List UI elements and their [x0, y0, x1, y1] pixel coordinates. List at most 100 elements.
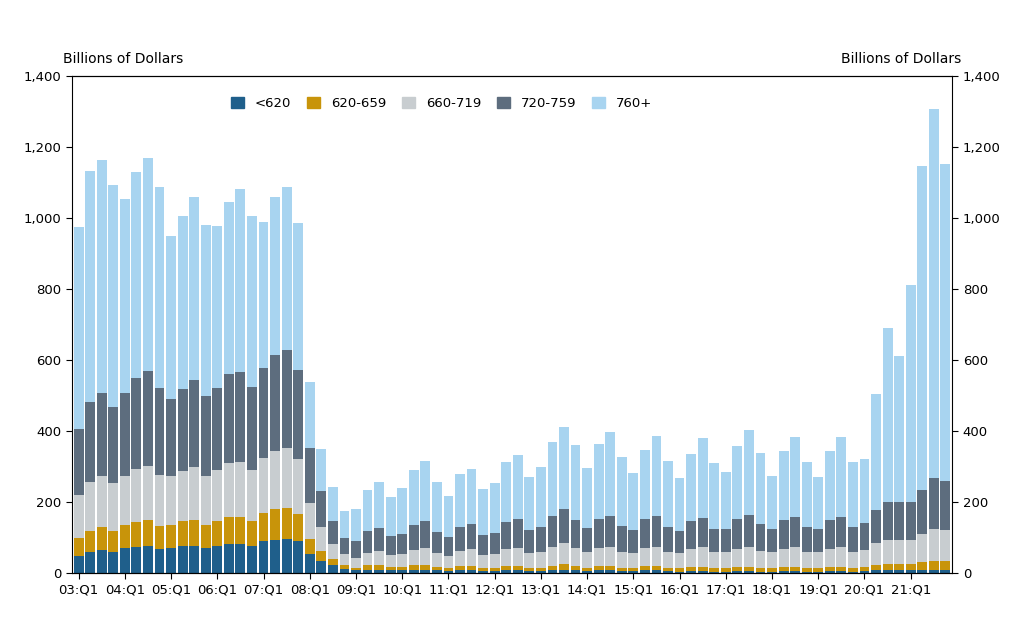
Bar — [166, 236, 176, 399]
Bar — [675, 553, 684, 568]
Bar — [351, 568, 360, 570]
Bar — [906, 502, 915, 540]
Bar — [918, 534, 927, 562]
Bar — [859, 550, 869, 567]
Bar — [686, 571, 696, 573]
Bar — [247, 387, 257, 470]
Bar — [583, 528, 592, 552]
Bar — [710, 529, 719, 553]
Bar — [109, 483, 118, 530]
Bar — [756, 568, 765, 571]
Text: Billions of Dollars: Billions of Dollars — [841, 52, 962, 66]
Bar — [74, 495, 84, 538]
Bar — [455, 566, 465, 570]
Bar — [513, 570, 522, 573]
Bar — [651, 566, 662, 570]
Bar — [918, 490, 927, 534]
Bar — [524, 530, 535, 553]
Bar — [189, 520, 199, 546]
Bar — [432, 483, 441, 532]
Bar — [74, 538, 84, 556]
Bar — [120, 199, 130, 392]
Bar — [259, 459, 268, 513]
Bar — [732, 567, 742, 571]
Bar — [813, 571, 823, 573]
Bar — [259, 368, 268, 459]
Bar — [374, 570, 384, 573]
Bar — [443, 556, 454, 568]
Bar — [236, 190, 246, 372]
Bar — [536, 527, 546, 552]
Bar — [697, 518, 708, 547]
Bar — [940, 481, 950, 530]
Bar — [744, 571, 754, 573]
Bar — [270, 539, 280, 573]
Bar — [236, 517, 246, 544]
Bar — [351, 570, 360, 573]
Bar — [155, 187, 165, 388]
Bar — [559, 542, 569, 564]
Bar — [791, 437, 800, 517]
Bar — [744, 547, 754, 566]
Bar — [616, 552, 627, 568]
Bar — [259, 513, 268, 541]
Bar — [489, 483, 500, 533]
Bar — [97, 160, 106, 392]
Bar — [131, 547, 141, 573]
Bar — [605, 516, 615, 547]
Bar — [594, 570, 603, 573]
Bar — [443, 568, 454, 571]
Bar — [605, 547, 615, 566]
Bar — [328, 544, 338, 559]
Text: Billions of Dollars: Billions of Dollars — [62, 52, 183, 66]
Bar — [397, 488, 408, 534]
Bar — [871, 564, 881, 570]
Bar — [940, 561, 950, 570]
Bar — [559, 570, 569, 573]
Bar — [97, 527, 106, 550]
Bar — [316, 527, 327, 551]
Bar — [791, 571, 800, 573]
Bar — [871, 544, 881, 564]
Bar — [802, 462, 812, 527]
Bar — [236, 544, 246, 573]
Bar — [894, 540, 904, 564]
Bar — [397, 534, 408, 554]
Bar — [189, 197, 199, 381]
Bar — [305, 448, 314, 503]
Bar — [848, 553, 858, 568]
Bar — [397, 570, 408, 573]
Bar — [74, 556, 84, 573]
Bar — [756, 571, 765, 573]
Bar — [721, 571, 731, 573]
Bar — [143, 371, 153, 466]
Bar — [848, 571, 858, 573]
Bar — [328, 566, 338, 573]
Bar — [409, 470, 419, 525]
Bar — [825, 571, 835, 573]
Bar — [455, 527, 465, 551]
Bar — [813, 553, 823, 568]
Bar — [201, 547, 211, 573]
Bar — [756, 551, 765, 568]
Bar — [767, 568, 777, 571]
Bar — [929, 570, 939, 573]
Bar — [316, 491, 327, 527]
Bar — [767, 571, 777, 573]
Bar — [848, 462, 858, 527]
Bar — [940, 570, 950, 573]
Bar — [918, 570, 927, 573]
Bar — [224, 517, 233, 544]
Bar — [651, 517, 662, 547]
Bar — [259, 541, 268, 573]
Bar — [548, 570, 557, 573]
Bar — [351, 541, 360, 558]
Bar — [675, 478, 684, 531]
Bar — [616, 568, 627, 571]
Bar — [536, 571, 546, 573]
Bar — [616, 571, 627, 573]
Bar — [640, 519, 650, 547]
Bar — [813, 529, 823, 553]
Bar — [524, 568, 535, 571]
Bar — [362, 491, 373, 531]
